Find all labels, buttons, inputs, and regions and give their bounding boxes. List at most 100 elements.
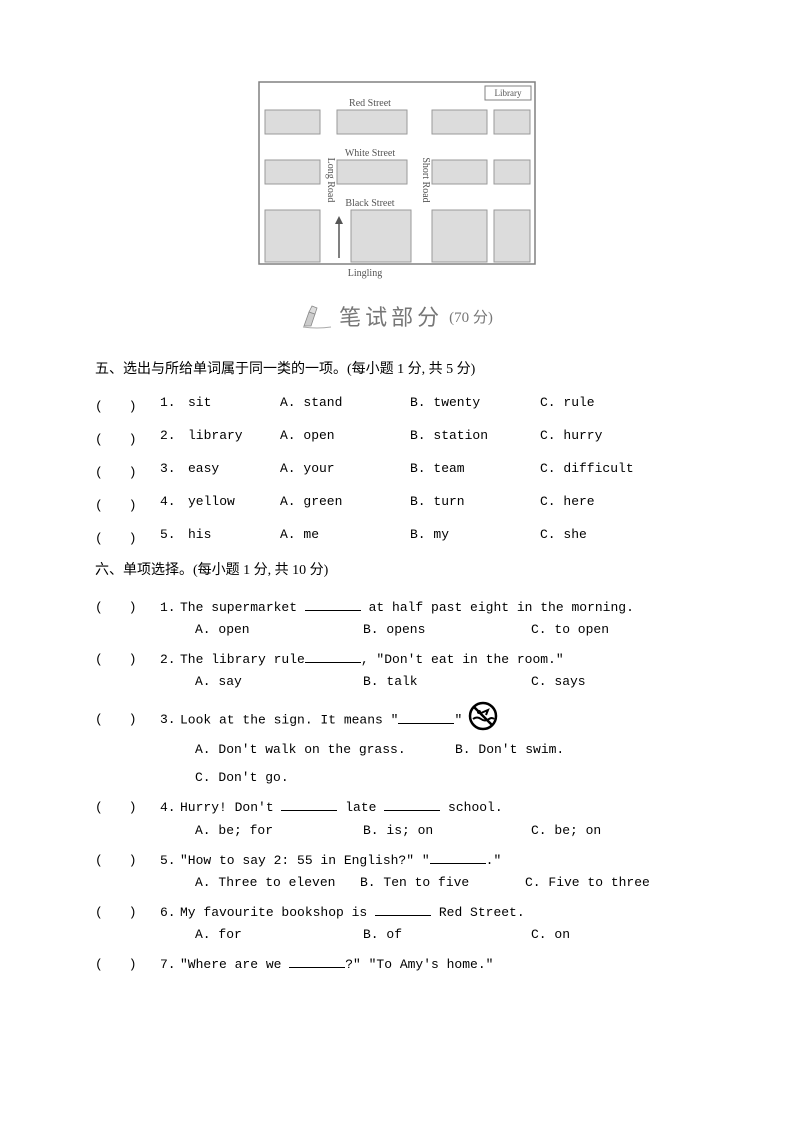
item-number: 5. [160,850,180,872]
item-number: 7. [160,954,180,976]
prompt-word: library [188,428,280,447]
answer-paren[interactable]: ( ) [95,850,160,872]
item-number: 1. [160,597,180,619]
option-a: A. stand [280,395,410,414]
section6-list: ( )1.The supermarket at half past eight … [95,597,699,976]
red-street-label: Red Street [349,98,391,109]
option-c: C. on [531,924,699,946]
answer-paren[interactable]: ( ) [95,395,160,414]
black-street-label: Black Street [345,198,394,209]
question-stem: My favourite bookshop is Red Street. [180,902,699,924]
options-row: A. Three to elevenB. Ten to fiveC. Five … [195,872,699,894]
option-c: C. Don't go. [195,767,370,789]
option-b: B. station [410,428,540,447]
option-c: C. says [531,671,699,693]
item-number: 2. [160,649,180,671]
banner-title: 笔试部分 [339,300,443,332]
option-a: A. Don't walk on the grass. [195,739,455,761]
answer-paren[interactable]: ( ) [95,954,160,976]
section6-item: ( )6.My favourite bookshop is Red Street… [95,902,699,946]
prompt-word: yellow [188,494,280,513]
option-b: B. my [410,527,540,546]
section6-item: ( )7."Where are we ?" "To Amy's home." [95,954,699,976]
option-c: C. be; on [531,820,699,842]
option-a: A. your [280,461,410,480]
section6-item: ( )4.Hurry! Don't late school.A. be; for… [95,797,699,841]
no-swim-icon [468,701,498,739]
option-c: C. difficult [540,461,670,480]
option-b: B. is; on [363,820,531,842]
option-c: C. to open [531,619,699,641]
section6-item: ( )2.The library rule, "Don't eat in the… [95,649,699,693]
section-banner: 笔试部分 (70 分) [95,300,699,334]
option-c: C. here [540,494,670,513]
option-c: C. she [540,527,670,546]
answer-paren[interactable]: ( ) [95,527,160,546]
section5-item: ( )3.easyA. yourB. teamC. difficult [95,461,699,480]
options-row: A. sayB. talkC. says [195,671,699,693]
option-a: A. me [280,527,410,546]
question-stem: Look at the sign. It means "" [180,701,699,739]
item-number: 1. [160,395,188,414]
prompt-word: his [188,527,280,546]
option-a: A. green [280,494,410,513]
option-c: C. Five to three [525,872,690,894]
option-a: A. be; for [195,820,363,842]
white-street-label: White Street [345,148,395,159]
question-stem: The supermarket at half past eight in th… [180,597,699,619]
answer-paren[interactable]: ( ) [95,902,160,924]
answer-paren[interactable]: ( ) [95,797,160,819]
section5-list: ( )1.sitA. standB. twentyC. rule( )2.lib… [95,395,699,546]
section6-item: ( )5."How to say 2: 55 in English?" "."A… [95,850,699,894]
map-diagram: Library Red Street White Street Black St… [257,80,537,280]
section5-item: ( )5.hisA. meB. myC. she [95,527,699,546]
answer-paren[interactable]: ( ) [95,709,160,731]
options-row: A. Don't walk on the grass.B. Don't swim… [195,739,699,761]
item-number: 2. [160,428,188,447]
item-number: 4. [160,797,180,819]
answer-paren[interactable]: ( ) [95,428,160,447]
section6-item: ( )1.The supermarket at half past eight … [95,597,699,641]
options-row: A. openB. opensC. to open [195,619,699,641]
option-b: B. Ten to five [360,872,525,894]
option-a: A. say [195,671,363,693]
pencil-icon [301,302,333,330]
long-road-label: Long Road [325,158,336,203]
question-stem: "Where are we ?" "To Amy's home." [180,954,699,976]
option-b: B. team [410,461,540,480]
option-a: A. for [195,924,363,946]
section5-item: ( )1.sitA. standB. twentyC. rule [95,395,699,414]
option-b: B. turn [410,494,540,513]
option-b: B. Don't swim. [455,739,630,761]
item-number: 4. [160,494,188,513]
option-b: B. of [363,924,531,946]
question-stem: "How to say 2: 55 in English?" "." [180,850,699,872]
option-c: C. hurry [540,428,670,447]
prompt-word: sit [188,395,280,414]
options-row: C. Don't go. [195,767,699,789]
question-stem: Hurry! Don't late school. [180,797,699,819]
lingling-label: Lingling [348,268,382,279]
answer-paren[interactable]: ( ) [95,649,160,671]
option-b: B. talk [363,671,531,693]
option-b: B. opens [363,619,531,641]
option-b: B. twenty [410,395,540,414]
answer-paren[interactable]: ( ) [95,461,160,480]
item-number: 6. [160,902,180,924]
answer-paren[interactable]: ( ) [95,597,160,619]
section6-item: ( )3.Look at the sign. It means ""A. Don… [95,701,699,789]
section5-item: ( )2.libraryA. openB. stationC. hurry [95,428,699,447]
section5-item: ( )4.yellowA. greenB. turnC. here [95,494,699,513]
options-row: A. be; forB. is; onC. be; on [195,820,699,842]
banner-score: (70 分) [449,306,493,327]
answer-paren[interactable]: ( ) [95,494,160,513]
options-row: A. forB. ofC. on [195,924,699,946]
library-label: Library [495,88,522,98]
item-number: 3. [160,461,188,480]
section6-title: 六、单项选择。(每小题 1 分, 共 10 分) [95,560,699,582]
short-road-label: Short Road [420,157,431,202]
option-a: A. open [195,619,363,641]
section5-title: 五、选出与所给单词属于同一类的一项。(每小题 1 分, 共 5 分) [95,359,699,381]
option-a: A. open [280,428,410,447]
prompt-word: easy [188,461,280,480]
